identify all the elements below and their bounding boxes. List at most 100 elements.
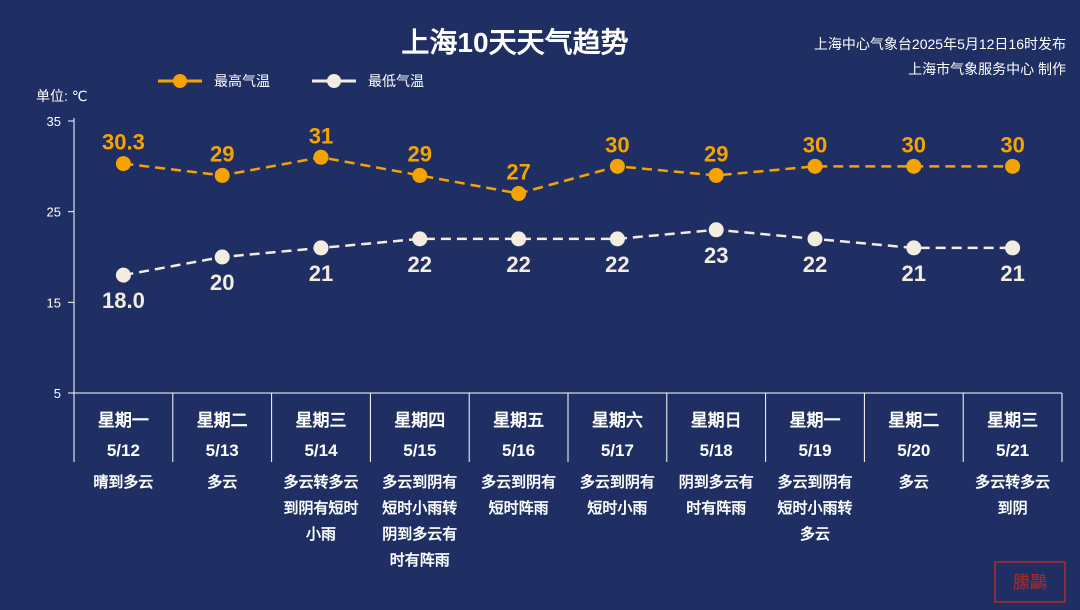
weather-text-line: 晴到多云 bbox=[93, 473, 153, 491]
high-point bbox=[412, 167, 428, 183]
low-data-label: 22 bbox=[408, 252, 432, 277]
low-line bbox=[123, 228, 1013, 277]
y-tick-label: 15 bbox=[47, 295, 61, 310]
weather-text-line: 时有阵雨 bbox=[390, 551, 450, 569]
weekday-label: 星期日 bbox=[691, 411, 742, 430]
high-data-label: 30 bbox=[902, 132, 926, 157]
weather-text-line: 多云到阴有 bbox=[481, 473, 556, 491]
stamp-text: 縢鸓 bbox=[1013, 573, 1047, 592]
legend: 最高气温 最低气温 bbox=[158, 73, 424, 89]
date-label: 5/18 bbox=[700, 441, 733, 460]
date-label: 5/13 bbox=[206, 441, 239, 460]
weekday-label: 星期一 bbox=[790, 411, 841, 430]
weekday-label: 星期二 bbox=[197, 411, 248, 430]
weather-text-line: 时有阵雨 bbox=[686, 499, 746, 517]
date-label: 5/12 bbox=[107, 441, 140, 460]
weekday-label: 星期六 bbox=[592, 410, 643, 430]
high-data-label: 30 bbox=[803, 132, 827, 157]
high-data-label: 29 bbox=[210, 141, 234, 166]
source-line-1: 上海中心气象台2025年5月12日16时发布 bbox=[814, 36, 1066, 52]
legend-low-swatch-dot bbox=[327, 74, 341, 88]
y-tick-label: 35 bbox=[47, 114, 61, 129]
low-point bbox=[511, 231, 527, 247]
high-data-label: 30 bbox=[1000, 132, 1024, 157]
low-data-label: 22 bbox=[803, 252, 827, 277]
low-point bbox=[807, 231, 823, 247]
legend-low-label: 最低气温 bbox=[368, 73, 424, 89]
date-label: 5/19 bbox=[798, 441, 831, 460]
date-label: 5/15 bbox=[403, 441, 436, 460]
weekday-label: 星期三 bbox=[296, 411, 347, 430]
high-point bbox=[313, 149, 329, 165]
low-point bbox=[313, 240, 329, 256]
weather-text-line: 阴到多云有 bbox=[382, 525, 457, 543]
low-data-label: 18.0 bbox=[102, 288, 145, 313]
low-point bbox=[1005, 240, 1021, 256]
date-label: 5/16 bbox=[502, 441, 535, 460]
high-line bbox=[123, 155, 1013, 195]
low-data-label: 22 bbox=[506, 252, 530, 277]
high-data-label: 27 bbox=[506, 160, 530, 185]
high-point bbox=[511, 186, 527, 202]
weather-text-line: 短时阵雨 bbox=[489, 499, 549, 517]
low-data-label: 21 bbox=[309, 261, 333, 286]
high-data-label: 30 bbox=[605, 132, 629, 157]
high-data-label: 29 bbox=[408, 141, 432, 166]
weekday-label: 星期五 bbox=[493, 411, 544, 430]
low-point bbox=[214, 249, 230, 265]
weather-text-line: 多云到阴有 bbox=[777, 473, 852, 491]
weather-text-line: 短时小雨 bbox=[587, 499, 647, 517]
weekday-label: 星期四 bbox=[394, 411, 445, 430]
watermark-stamp: 縢鸓 bbox=[994, 561, 1066, 603]
weather-text-line: 多云 bbox=[800, 525, 830, 543]
series-low: 18.0 20 21 22 22 22 23 22 21 21 bbox=[102, 222, 1025, 313]
legend-high-swatch-dot bbox=[173, 74, 187, 88]
source-line-2: 上海市气象服务中心 制作 bbox=[908, 61, 1066, 77]
weather-text-line: 短时小雨转 bbox=[777, 499, 852, 517]
low-point bbox=[115, 267, 131, 283]
weather-text-line: 到阴 bbox=[998, 500, 1028, 517]
low-point bbox=[906, 240, 922, 256]
low-data-label: 21 bbox=[1000, 261, 1024, 286]
high-data-label: 29 bbox=[704, 141, 728, 166]
legend-item-high: 最高气温 bbox=[158, 73, 270, 89]
high-point bbox=[609, 158, 625, 174]
y-tick-label: 5 bbox=[54, 386, 61, 401]
y-tick-label: 25 bbox=[47, 205, 61, 220]
weekday-label: 星期二 bbox=[888, 411, 939, 430]
date-label: 5/14 bbox=[304, 441, 338, 460]
weather-text-line: 多云转多云 bbox=[283, 473, 358, 491]
high-point bbox=[1005, 158, 1021, 174]
low-point bbox=[708, 222, 724, 238]
high-point bbox=[906, 158, 922, 174]
low-point bbox=[412, 231, 428, 247]
stamp-border bbox=[994, 561, 1066, 603]
chart-title: 上海10天天气趋势 bbox=[401, 27, 628, 58]
weather-text-line: 到阴有短时 bbox=[283, 499, 358, 517]
weather-text-line: 多云 bbox=[207, 473, 237, 491]
low-point bbox=[609, 231, 625, 247]
column-separators bbox=[172, 393, 1063, 462]
low-data-label: 21 bbox=[902, 261, 926, 286]
legend-high-label: 最高气温 bbox=[214, 73, 270, 89]
weather-text-line: 小雨 bbox=[306, 526, 336, 543]
weather-text-line: 多云到阴有 bbox=[580, 473, 655, 491]
low-data-label: 22 bbox=[605, 252, 629, 277]
high-data-label: 30.3 bbox=[102, 130, 145, 155]
weather-text-line: 多云转多云 bbox=[975, 473, 1050, 491]
high-point bbox=[807, 158, 823, 174]
date-label: 5/17 bbox=[601, 441, 634, 460]
y-ticks: 5 15 25 35 bbox=[47, 114, 74, 401]
date-label: 5/21 bbox=[996, 441, 1029, 460]
high-data-label: 31 bbox=[309, 123, 333, 148]
legend-item-low: 最低气温 bbox=[312, 73, 424, 89]
weather-text-line: 阴到多云有 bbox=[679, 473, 754, 491]
date-label: 5/20 bbox=[897, 441, 930, 460]
high-point bbox=[115, 156, 131, 172]
weekday-label: 星期三 bbox=[987, 411, 1038, 430]
unit-label: 单位: ℃ bbox=[36, 88, 88, 104]
high-point bbox=[708, 167, 724, 183]
weather-text-line: 短时小雨转 bbox=[382, 499, 457, 517]
high-point bbox=[214, 167, 230, 183]
